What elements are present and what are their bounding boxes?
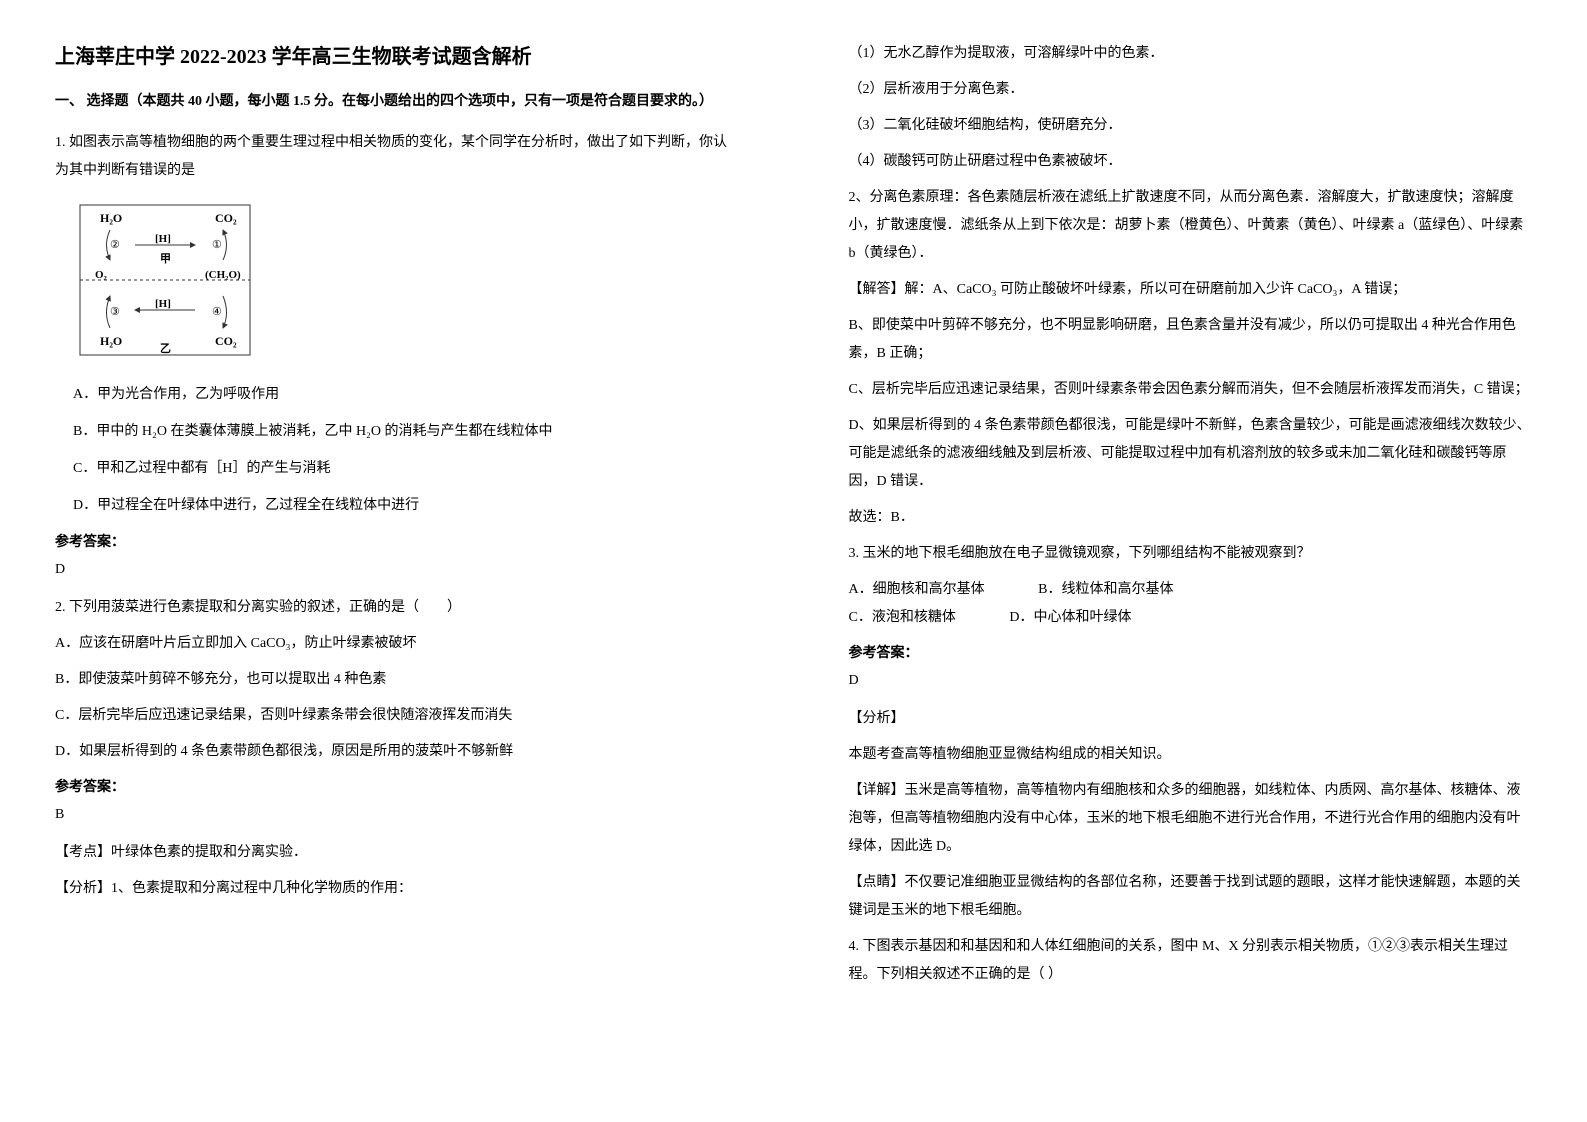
q2-optA: A．应该在研磨叶片后立即加入 CaCO₃，防止叶绿素被破坏 — [55, 630, 739, 658]
q2-p2: （2）层析液用于分离色素． — [849, 76, 1533, 104]
q4-text: 4. 下图表示基因和和基因和和人体红细胞间的关系，图中 M、X 分别表示相关物质… — [849, 933, 1533, 989]
q1-optA: A．甲为光合作用，乙为呼吸作用 — [55, 380, 739, 411]
q3-answer-label: 参考答案： — [849, 642, 1533, 662]
section-heading: 一、 选择题（本题共 40 小题，每小题 1.5 分。在每小题给出的四个选项中，… — [55, 89, 739, 114]
svg-text:H₂O: H₂O — [100, 334, 122, 348]
q1-optC: C．甲和乙过程中都有［H］的产生与消耗 — [55, 454, 739, 485]
svg-text:O₂: O₂ — [95, 269, 108, 281]
q1-diagram: H₂O CO₂ ② ① [H] 甲 O₂ (CH₂O) ③ ④ [H] H₂O … — [75, 200, 739, 365]
q2-jiedaC: C、层析完毕后应迅速记录结果，否则叶绿素条带会因色素分解而消失，但不会随层析液挥… — [849, 376, 1533, 404]
q2-jiedaD: D、如果层析得到的 4 条色素带颜色都很浅，可能是绿叶不新鲜，色素含量较少，可能… — [849, 412, 1533, 496]
q2-answer-label: 参考答案： — [55, 776, 739, 796]
exam-title: 上海莘庄中学 2022-2023 学年高三生物联考试题含解析 — [55, 40, 739, 69]
q2-optD: D．如果层析得到的 4 条色素带颜色都很浅，原因是所用的菠菜叶不够新鲜 — [55, 738, 739, 766]
q3-text: 3. 玉米的地下根毛细胞放在电子显微镜观察，下列哪组结构不能被观察到？ — [849, 540, 1533, 568]
svg-text:[H]: [H] — [155, 233, 171, 245]
svg-text:H₂O: H₂O — [100, 211, 122, 225]
q1-optD: D．甲过程全在叶绿体中进行，乙过程全在线粒体中进行 — [55, 491, 739, 522]
q2-optC: C．层析完毕后应迅速记录结果，否则叶绿素条带会很快随溶液挥发而消失 — [55, 702, 739, 730]
q3-fenxi-text: 本题考查高等植物细胞亚显微结构组成的相关知识。 — [849, 741, 1533, 769]
q2-answer: B — [55, 801, 739, 829]
q3-answer: D — [849, 667, 1533, 695]
q1-answer-label: 参考答案： — [55, 531, 739, 551]
svg-text:CO₂: CO₂ — [215, 211, 237, 225]
q2-p3: （3）二氧化硅破坏细胞结构，使研磨充分． — [849, 112, 1533, 140]
q2-p4: （4）碳酸钙可防止研磨过程中色素被破坏． — [849, 148, 1533, 176]
q3-xiangjie: 【详解】玉米是高等植物，高等植物内有细胞核和众多的细胞器，如线粒体、内质网、高尔… — [849, 777, 1533, 861]
q1-optB: B．甲中的 H₂O 在类囊体薄膜上被消耗，乙中 H₂O 的消耗与产生都在线粒体中 — [55, 417, 739, 448]
svg-text:②: ② — [110, 239, 120, 251]
q2-p5: 2、分离色素原理：各色素随层析液在滤纸上扩散速度不同，从而分离色素．溶解度大，扩… — [849, 184, 1533, 268]
q3-optD: D．中心体和叶绿体 — [1009, 604, 1131, 632]
svg-text:③: ③ — [110, 306, 120, 318]
q3-optB: B．线粒体和高尔基体 — [1038, 576, 1173, 604]
q2-guxuan: 故选：B． — [849, 504, 1533, 532]
svg-text:[H]: [H] — [155, 298, 171, 310]
q3-options-row2: C．液泡和核糖体 D．中心体和叶绿体 — [849, 604, 1533, 632]
left-column: 上海莘庄中学 2022-2023 学年高三生物联考试题含解析 一、 选择题（本题… — [0, 0, 794, 1122]
q2-jieda: 【解答】解：A、CaCO₃ 可防止酸破坏叶绿素，所以可在研磨前加入少许 CaCO… — [849, 276, 1533, 304]
svg-text:④: ④ — [212, 306, 222, 318]
svg-text:甲: 甲 — [160, 252, 171, 265]
q2-text: 2. 下列用菠菜进行色素提取和分离实验的叙述，正确的是（ ） — [55, 594, 739, 622]
q1-answer: D — [55, 556, 739, 584]
svg-text:①: ① — [212, 239, 222, 251]
svg-text:乙: 乙 — [160, 342, 171, 355]
svg-text:CO₂: CO₂ — [215, 334, 237, 348]
q1-text: 1. 如图表示高等植物细胞的两个重要生理过程中相关物质的变化，某个同学在分析时，… — [55, 129, 739, 185]
q2-jiedaB: B、即使菜中叶剪碎不够充分，也不明显影响研磨，且色素含量并没有减少，所以仍可提取… — [849, 312, 1533, 368]
q3-optC: C．液泡和核糖体 — [849, 604, 956, 632]
q2-p1: （1）无水乙醇作为提取液，可溶解绿叶中的色素． — [849, 40, 1533, 68]
q3-fenxi: 【分析】 — [849, 705, 1533, 733]
q3-dianjing: 【点睛】不仅要记准细胞亚显微结构的各部位名称，还要善于找到试题的题眼，这样才能快… — [849, 869, 1533, 925]
right-column: （1）无水乙醇作为提取液，可溶解绿叶中的色素． （2）层析液用于分离色素． （3… — [794, 0, 1587, 1122]
svg-text:(CH₂O): (CH₂O) — [205, 269, 241, 281]
q3-options-row1: A．细胞核和高尔基体 B．线粒体和高尔基体 — [849, 576, 1533, 604]
q2-fenxi: 【分析】1、色素提取和分离过程中几种化学物质的作用： — [55, 875, 739, 903]
q2-kaodian: 【考点】叶绿体色素的提取和分离实验． — [55, 839, 739, 867]
q2-optB: B．即使菠菜叶剪碎不够充分，也可以提取出 4 种色素 — [55, 666, 739, 694]
q3-optA: A．细胞核和高尔基体 — [849, 576, 985, 604]
